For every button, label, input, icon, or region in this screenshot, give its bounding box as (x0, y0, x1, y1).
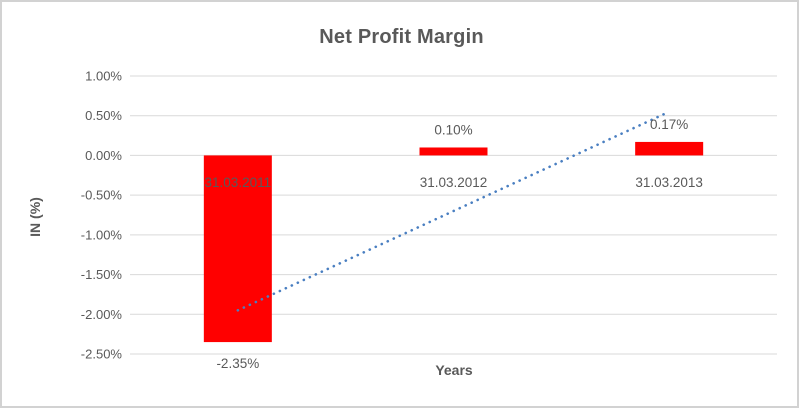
y-tick-label: -2.50% (81, 347, 123, 362)
y-tick-label: -0.50% (81, 188, 123, 203)
y-tick-label: 0.50% (85, 108, 122, 123)
category-label: 31.03.2013 (635, 175, 703, 190)
x-axis-title: Years (435, 362, 473, 378)
y-tick-label: -1.50% (81, 267, 123, 282)
y-tick-label: 1.00% (85, 69, 122, 84)
data-label: 0.17% (650, 117, 688, 132)
trendline (236, 110, 671, 312)
category-label: 31.03.2012 (420, 175, 488, 190)
data-label: -2.35% (216, 356, 259, 371)
bar (419, 147, 488, 156)
y-tick-label: 0.00% (85, 148, 122, 163)
y-tick-label: -1.00% (81, 227, 123, 242)
y-tick-label: -2.00% (81, 307, 123, 322)
data-label: 0.10% (434, 122, 472, 137)
category-label: 31.03.2011 (205, 175, 272, 190)
bar (635, 141, 704, 156)
chart-title: Net Profit Margin (319, 26, 484, 48)
